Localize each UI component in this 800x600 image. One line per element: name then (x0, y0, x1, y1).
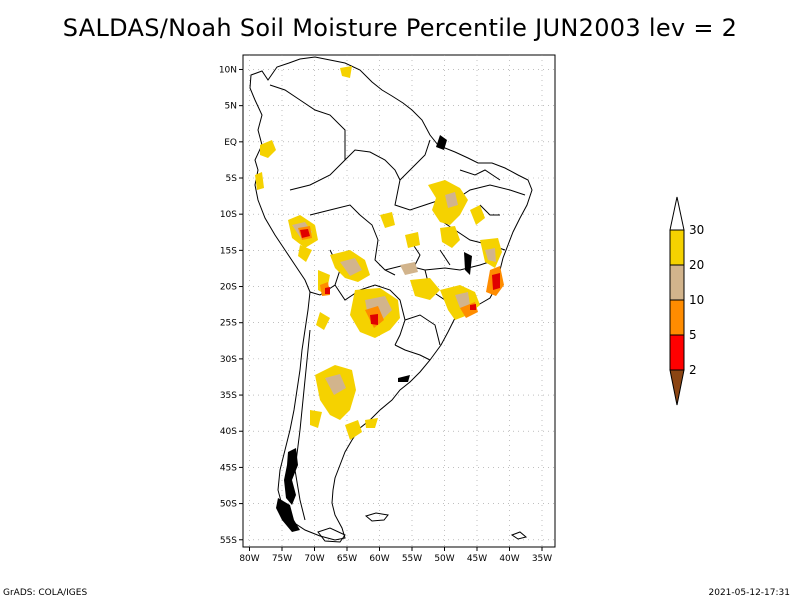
colorbar-label-2: 2 (689, 363, 697, 377)
lon-tick-label: 80W (239, 554, 259, 564)
lon-tick-label: 70W (304, 554, 324, 564)
falkland-islands (364, 512, 389, 522)
lat-tick-label: 30S (220, 355, 237, 365)
lat-tick-label: 50S (220, 500, 237, 510)
colorbar-label-20: 20 (689, 258, 705, 272)
colorbar-band-2-5 (669, 334, 685, 371)
lon-tick-label: 40W (499, 554, 519, 564)
island-east (510, 531, 528, 540)
lon-tick-label: 75W (272, 554, 292, 564)
lat-tick-label: 5S (226, 174, 238, 184)
tierra-del-fuego (317, 527, 346, 543)
colorbar-top-triangle (669, 196, 685, 231)
colorbar-band-10-20 (669, 264, 685, 301)
lon-tick-label: 50W (434, 554, 454, 564)
lat-tick-label: 5N (225, 102, 237, 112)
map-title: SALDAS/Noah Soil Moisture Percentile JUN… (62, 14, 738, 42)
lon-tick-label: 65W (337, 554, 357, 564)
footer-credit: GrADS: COLA/IGES (3, 588, 88, 598)
patches-2-5 (300, 229, 500, 325)
colorbar-bottom-triangle (669, 369, 685, 406)
lon-tick-label: 55W (402, 554, 422, 564)
lat-tick-label: 35S (220, 391, 237, 401)
footer-timestamp: 2021-05-12-17:31 (708, 588, 791, 598)
lat-tick-label: 10S (220, 210, 237, 220)
lat-tick-label: EQ (224, 138, 237, 148)
chile-fjords (276, 135, 472, 532)
lat-tick-label: 10N (219, 65, 237, 75)
colorbar-label-30: 30 (689, 223, 705, 237)
lat-tick-label: 25S (220, 319, 237, 329)
lat-tick-label: 40S (220, 427, 237, 437)
lat-tick-label: 20S (220, 283, 237, 293)
lat-tick-label: 55S (220, 536, 237, 546)
colorbar-band-20-30 (669, 229, 685, 266)
south-america-outline (249, 56, 533, 541)
percentile-patches (255, 66, 504, 440)
colorbar-label-5: 5 (689, 328, 697, 342)
lat-tick-label: 45S (220, 463, 237, 473)
lon-tick-label: 60W (369, 554, 389, 564)
lon-tick-label: 45W (467, 554, 487, 564)
colorbar-label-10: 10 (689, 293, 705, 307)
lon-tick-label: 35W (532, 554, 552, 564)
lat-tick-label: 15S (220, 246, 237, 256)
colorbar-band-5-10 (669, 299, 685, 336)
colorbar (669, 196, 685, 406)
